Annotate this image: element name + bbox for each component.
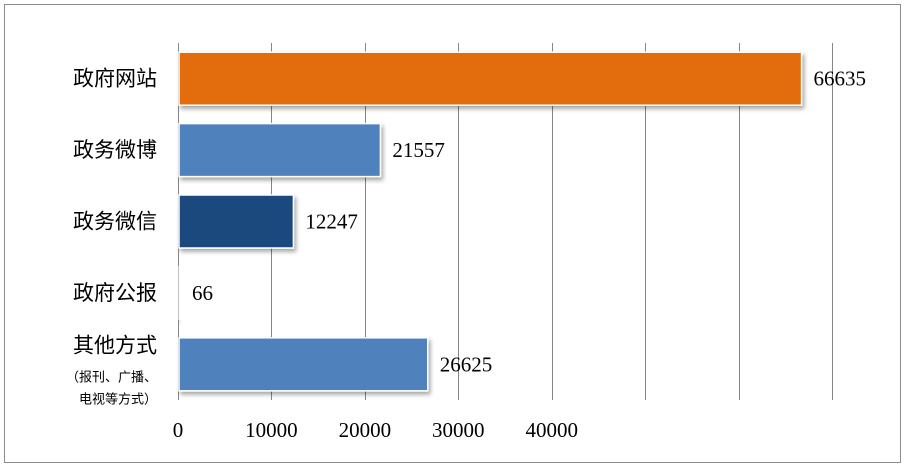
x-tick-label: 30000 — [432, 418, 485, 442]
bar — [178, 194, 295, 249]
bar — [178, 337, 429, 392]
bars — [178, 51, 803, 392]
bar — [178, 51, 803, 106]
category-label: 其他方式 — [73, 333, 157, 357]
data-label: 26625 — [440, 352, 493, 376]
data-label: 66635 — [814, 67, 867, 91]
category-sublabel: 电视等方式） — [79, 391, 157, 407]
category-sublabel: （报刊、广播、 — [66, 370, 157, 385]
data-label: 66 — [192, 281, 213, 305]
category-label: 政务微博 — [73, 138, 157, 162]
bar — [178, 122, 382, 178]
data-label: 12247 — [305, 210, 358, 234]
x-tick-label: 0 — [173, 418, 184, 442]
category-label: 政务微信 — [73, 210, 157, 234]
bar — [178, 265, 181, 321]
data-label: 21557 — [392, 138, 445, 162]
x-tick-label: 10000 — [245, 418, 298, 442]
x-tick-label: 40000 — [525, 418, 578, 442]
x-tick-label: 20000 — [339, 418, 392, 442]
category-label: 政府公报 — [73, 281, 157, 305]
category-label: 政府网站 — [73, 67, 157, 91]
labels: 0 10000 20000 30000 40000 66635 政府网站 21557 政务微博 1… — [66, 67, 866, 442]
